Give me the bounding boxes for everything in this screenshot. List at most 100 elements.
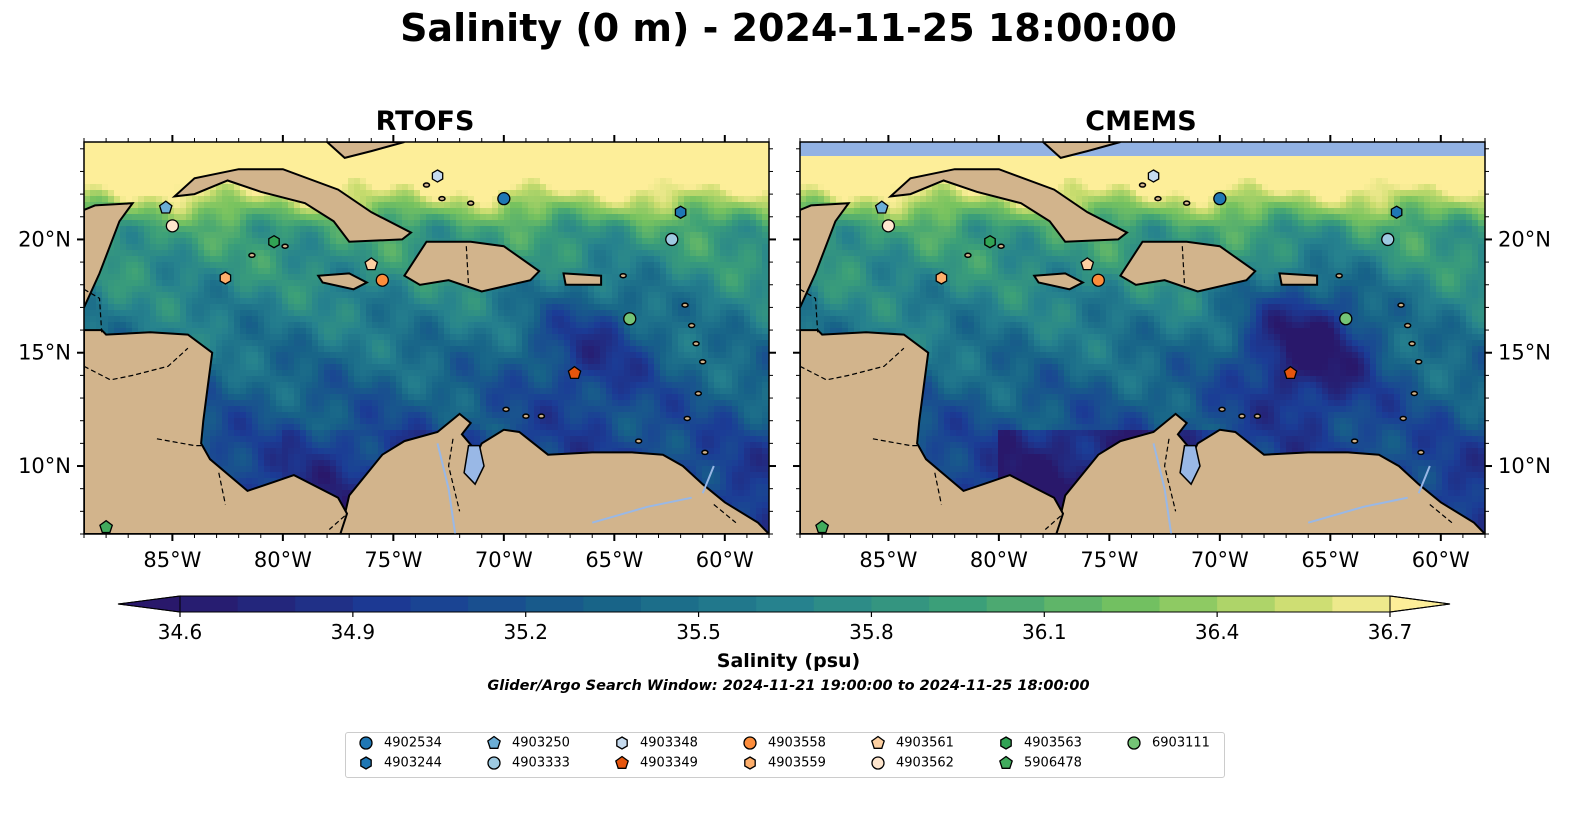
small-island	[634, 438, 643, 444]
small-island	[701, 449, 709, 456]
float-marker-6903111	[1339, 312, 1353, 326]
small-island	[698, 359, 707, 365]
no-data-band	[800, 142, 1485, 156]
river-line	[1307, 496, 1408, 524]
colorbar-bin	[640, 596, 700, 612]
circle-marker-icon	[487, 756, 501, 770]
legend-marker	[871, 735, 885, 749]
legend-item-4903562: 4903562	[870, 755, 954, 771]
small-island	[1414, 359, 1423, 365]
x-tick-label: 85°W	[143, 548, 201, 572]
y-tick-label: 10°N	[1498, 454, 1551, 478]
colorbar-bin	[929, 596, 988, 612]
country-border	[447, 438, 461, 512]
small-island	[502, 406, 510, 413]
river-line	[701, 465, 715, 494]
jamaica-land	[1032, 272, 1085, 291]
legend-marker	[1000, 736, 1012, 750]
x-tick-label: 75°W	[1080, 548, 1138, 572]
small-island	[1238, 413, 1246, 419]
map-frame	[83, 141, 770, 535]
yucatan-land	[84, 202, 135, 308]
country-border	[1181, 246, 1186, 285]
small-island	[466, 200, 475, 206]
river-line	[436, 443, 457, 534]
legend-label: 4903559	[768, 755, 826, 771]
colorbar-bin	[1044, 596, 1103, 612]
float-marker-4903333	[665, 232, 679, 247]
float-marker-4902534	[1213, 191, 1227, 206]
country-border	[1429, 504, 1453, 524]
small-island	[619, 272, 627, 279]
country-border	[84, 288, 103, 333]
float-marker-4903244	[1390, 205, 1403, 219]
float-marker-4903349	[1283, 365, 1298, 380]
pentagon-marker-icon	[871, 735, 885, 749]
legend-label: 4903250	[512, 735, 570, 751]
legend-item-4903561: 4903561	[870, 735, 954, 751]
colorbar-tick-label: 34.9	[331, 620, 376, 644]
float-marker-5906478	[99, 519, 114, 534]
float-marker-4903559	[935, 271, 948, 285]
small-island	[692, 340, 700, 347]
small-island	[1417, 449, 1425, 456]
legend-label: 4903333	[512, 755, 570, 771]
small-island	[694, 390, 703, 397]
country-border	[800, 288, 819, 333]
float-marker-6903111	[623, 312, 637, 326]
float-marker-4903250	[158, 200, 173, 214]
small-island	[1397, 302, 1405, 308]
colorbar-bin	[237, 596, 296, 612]
small-island	[248, 252, 256, 259]
colorbar-bin	[410, 596, 469, 612]
legend-label: 4903561	[896, 735, 954, 751]
legend-marker	[359, 736, 373, 750]
x-tick-label: 60°W	[696, 548, 754, 572]
legend-item-4903563: 4903563	[998, 735, 1082, 751]
colorbar-extend-high	[1389, 595, 1451, 613]
float-marker-4903558	[1091, 273, 1105, 287]
small-island	[1182, 200, 1191, 206]
y-tick-label: 20°N	[18, 227, 71, 251]
small-island	[522, 413, 530, 419]
legend-marker	[360, 756, 372, 770]
float-marker-4903559	[219, 271, 232, 285]
colorbar-bin	[180, 596, 239, 612]
puerto-rico-land	[562, 272, 603, 286]
small-island	[1399, 415, 1407, 422]
legend-item-4903559: 4903559	[742, 755, 826, 771]
float-marker-4903348	[1147, 169, 1160, 183]
river-line	[1417, 465, 1431, 494]
legend-label: 4903558	[768, 735, 826, 751]
country-border	[84, 347, 189, 381]
colorbar-bin	[583, 596, 642, 612]
circle-marker-icon	[1127, 736, 1141, 750]
country-border	[156, 438, 204, 447]
legend-label: 4902534	[384, 735, 442, 751]
colorbar-tick-label: 36.7	[1368, 620, 1413, 644]
y-tick-label: 20°N	[1498, 227, 1551, 251]
legend-item-5906478: 5906478	[998, 755, 1082, 771]
y-tick-label: 10°N	[18, 454, 71, 478]
colorbar-extend-low	[117, 595, 181, 613]
colorbar-bin	[871, 596, 930, 612]
float-marker-4902534	[497, 191, 511, 206]
small-island	[438, 195, 446, 202]
legend-item-4903333: 4903333	[486, 755, 570, 771]
legend-label: 5906478	[1024, 755, 1082, 771]
country-border	[1163, 438, 1177, 512]
legend-label: 6903111	[1152, 735, 1210, 751]
country-border	[800, 347, 905, 381]
x-tick-label: 65°W	[585, 548, 643, 572]
colorbar-bin	[1101, 596, 1161, 612]
colorbar-bin	[1159, 596, 1218, 612]
legend-marker	[615, 755, 629, 769]
x-tick-label: 70°W	[1191, 548, 1249, 572]
small-island	[1408, 340, 1416, 347]
circle-marker-icon	[871, 756, 885, 770]
hexagon-marker-icon	[744, 756, 756, 770]
legend-marker	[487, 735, 501, 749]
lake-maracaibo	[463, 444, 485, 486]
legend-label: 4903562	[896, 755, 954, 771]
